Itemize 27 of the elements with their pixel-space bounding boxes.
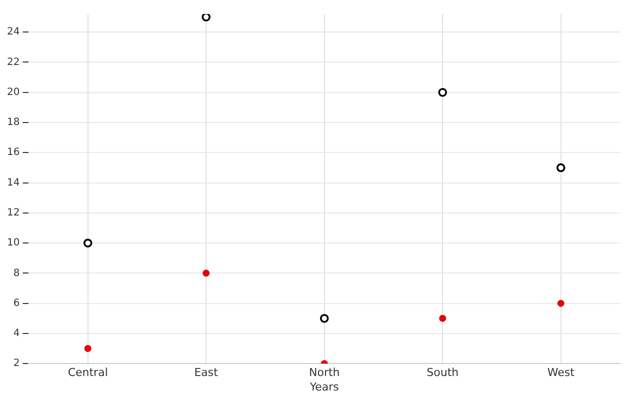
x-tick-label: South — [426, 366, 459, 380]
point — [320, 314, 329, 323]
y-tick-label: 12 — [6, 208, 20, 219]
y-tick-label: 4 — [13, 328, 20, 340]
x-axis-title: Years — [308, 380, 340, 394]
x-tick-label: North — [308, 366, 340, 380]
point — [439, 314, 446, 322]
x-tick-label: Central — [68, 366, 108, 380]
point — [557, 300, 564, 307]
y-tick-label: 14 — [6, 177, 20, 188]
point — [202, 270, 210, 277]
y-tick-label: 10 — [6, 238, 20, 249]
y-tick-label: 20 — [6, 86, 20, 98]
y-tick-label: 2 — [13, 358, 20, 370]
y-tick-label: 6 — [13, 298, 20, 309]
x-tick-label: West — [547, 366, 576, 380]
y-tick-label: 22 — [6, 56, 20, 68]
point — [84, 345, 92, 352]
point — [556, 163, 566, 172]
point — [438, 88, 448, 97]
y-tick-label: 18 — [6, 117, 20, 128]
point — [202, 14, 211, 22]
x-tick-label: East — [194, 366, 219, 380]
y-tick-label: 24 — [6, 26, 20, 38]
point — [83, 238, 92, 248]
y-tick-label: 16 — [6, 147, 20, 158]
y-tick-label: 8 — [13, 268, 20, 279]
